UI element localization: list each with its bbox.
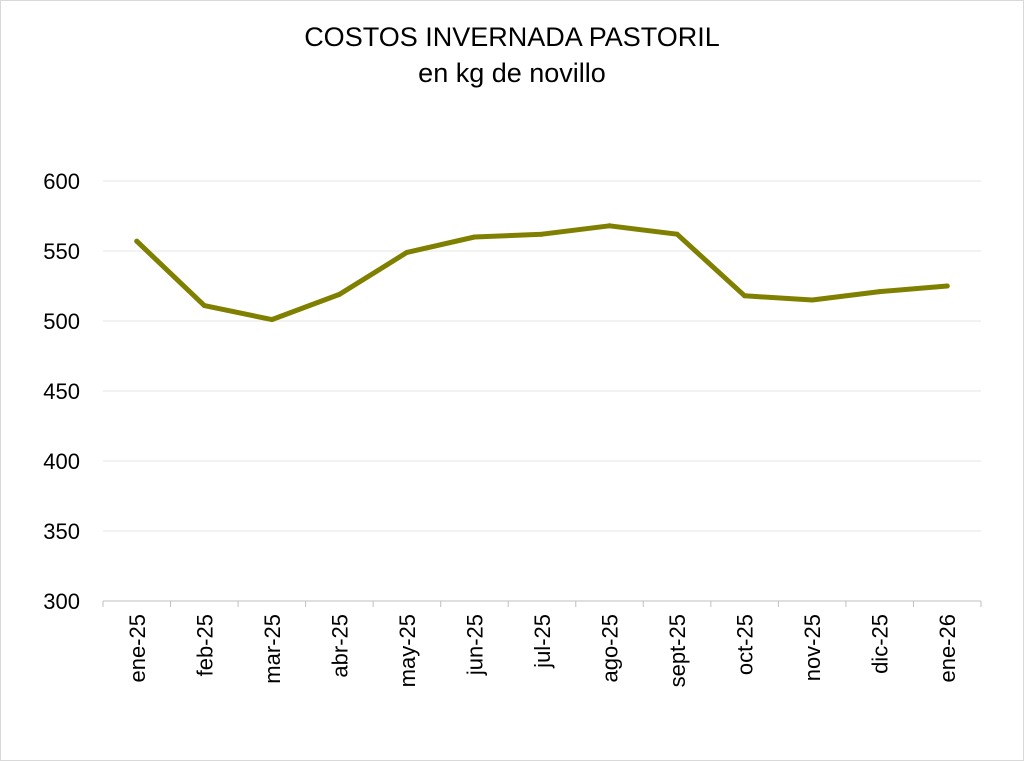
data-point — [336, 291, 342, 297]
x-tick-label: abr-25 — [327, 614, 352, 678]
data-point — [607, 223, 613, 229]
data-point — [742, 293, 748, 299]
x-tick-label: dic-25 — [868, 614, 893, 674]
x-tick-label: ene-26 — [935, 614, 960, 683]
x-tick-label: jun-25 — [462, 614, 487, 676]
y-tick-label: 600 — [43, 169, 80, 194]
x-tick-label: oct-25 — [733, 614, 758, 675]
chart-title: COSTOS INVERNADA PASTORIL — [304, 22, 720, 52]
y-tick-label: 500 — [43, 309, 80, 334]
data-point — [201, 303, 207, 309]
data-point — [539, 231, 545, 237]
x-tick-label: ago-25 — [598, 614, 623, 683]
data-point — [809, 297, 815, 303]
series-lines — [134, 223, 950, 323]
x-tick-label: sept-25 — [665, 614, 690, 687]
chart-subtitle: en kg de novillo — [418, 58, 606, 88]
y-tick-label: 400 — [43, 449, 80, 474]
x-tick-label: nov-25 — [800, 614, 825, 681]
x-tick-label: jul-25 — [530, 614, 555, 669]
y-tick-label: 450 — [43, 379, 80, 404]
series-line — [134, 223, 950, 323]
x-tick-label: mar-25 — [260, 614, 285, 684]
gridlines — [103, 180, 981, 532]
x-axis: ene-25 feb-25 mar-25 abr-25 may-25 jun-25 jul-… — [102, 600, 982, 687]
x-tick-label: feb-25 — [192, 614, 217, 676]
data-point — [269, 317, 275, 323]
y-axis-ticks: 300 350 400 450 500 550 600 — [43, 169, 80, 614]
x-tick-label: ene-25 — [125, 614, 150, 683]
x-tick-label: may-25 — [395, 614, 420, 687]
data-point — [877, 289, 883, 295]
y-tick-label: 550 — [43, 239, 80, 264]
y-tick-label: 350 — [43, 519, 80, 544]
data-point — [134, 238, 140, 244]
data-point — [944, 283, 950, 289]
data-point — [404, 249, 410, 255]
data-point — [674, 231, 680, 237]
y-tick-label: 300 — [43, 589, 80, 614]
data-point — [471, 234, 477, 240]
